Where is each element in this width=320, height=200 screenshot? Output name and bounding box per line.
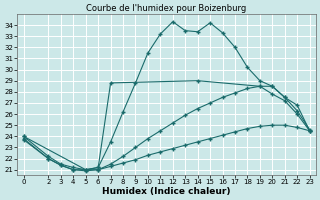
X-axis label: Humidex (Indice chaleur): Humidex (Indice chaleur) [102,187,231,196]
Title: Courbe de l'humidex pour Boizenburg: Courbe de l'humidex pour Boizenburg [86,4,247,13]
